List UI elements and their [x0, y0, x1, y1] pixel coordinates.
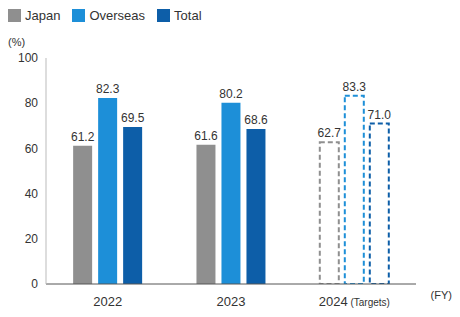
svg-text:83.3: 83.3	[343, 80, 367, 94]
svg-text:100: 100	[18, 51, 38, 65]
svg-text:2024 (Targets): 2024 (Targets)	[319, 294, 390, 308]
svg-text:61.2: 61.2	[71, 130, 95, 144]
svg-text:61.6: 61.6	[194, 129, 218, 143]
svg-text:2022: 2022	[93, 294, 122, 308]
svg-text:0: 0	[31, 277, 38, 291]
html-text:Japan: Japan	[25, 8, 61, 23]
html-text:Total: Total	[174, 8, 202, 23]
svg-text:82.3: 82.3	[96, 82, 120, 96]
svg-text:20: 20	[25, 232, 39, 246]
svg-text:80: 80	[25, 96, 39, 110]
svg-text:68.6: 68.6	[244, 113, 268, 127]
svg-text:80.2: 80.2	[219, 87, 243, 101]
svg-text:2023: 2023	[217, 294, 246, 308]
svg-text:40: 40	[25, 187, 39, 201]
svg-text:60: 60	[25, 142, 39, 156]
html-text:(FY): (FY)	[430, 289, 452, 301]
svg-text:62.7: 62.7	[318, 126, 342, 140]
svg-text:71.0: 71.0	[368, 108, 392, 122]
html-text:Overseas: Overseas	[89, 8, 146, 23]
svg-text:69.5: 69.5	[121, 111, 145, 125]
